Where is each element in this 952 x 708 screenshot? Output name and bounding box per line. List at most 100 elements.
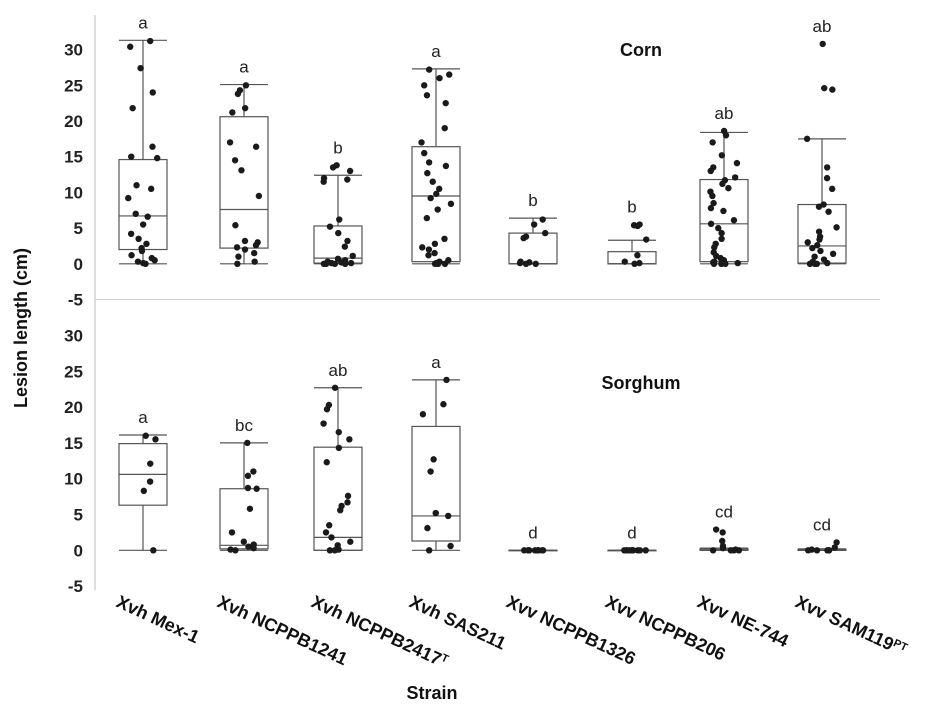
- data-point: [825, 208, 832, 215]
- data-point: [815, 228, 823, 235]
- data-point: [234, 90, 242, 98]
- box-iqr: [699, 178, 749, 263]
- box-group: bc: [219, 416, 269, 554]
- significance-letter: bc: [235, 416, 253, 435]
- data-point: [146, 478, 154, 485]
- y-tick-label: 10: [64, 183, 83, 202]
- y-tick-label: 30: [64, 41, 83, 60]
- data-point: [331, 384, 339, 391]
- y-tick-label: 15: [64, 148, 83, 167]
- box-group: a: [118, 408, 168, 554]
- data-point: [238, 167, 245, 174]
- data-point: [418, 139, 425, 146]
- box-group: b: [508, 191, 558, 267]
- data-point: [133, 182, 140, 189]
- significance-letter: a: [431, 353, 441, 372]
- data-point: [804, 547, 812, 554]
- data-point: [636, 259, 643, 267]
- data-point: [425, 66, 433, 73]
- data-point: [241, 237, 249, 245]
- data-point: [140, 487, 148, 495]
- x-axis-title: Strain: [406, 683, 457, 703]
- significance-letter: ab: [329, 361, 348, 380]
- data-point: [150, 547, 157, 554]
- significance-letter: cd: [813, 515, 831, 534]
- data-point: [320, 178, 327, 185]
- data-point: [127, 43, 134, 50]
- data-point: [825, 547, 833, 554]
- data-point: [153, 154, 161, 162]
- data-point: [125, 194, 132, 202]
- data-point: [342, 260, 349, 267]
- data-point: [727, 547, 735, 554]
- data-point: [436, 74, 443, 82]
- data-point: [344, 492, 352, 500]
- data-point: [815, 203, 823, 210]
- data-point: [436, 185, 443, 193]
- significance-letter: b: [333, 138, 342, 157]
- data-point: [127, 230, 135, 238]
- data-point: [151, 257, 158, 264]
- data-point: [709, 139, 716, 146]
- data-point: [129, 104, 136, 112]
- data-point: [710, 260, 718, 267]
- data-point: [445, 512, 452, 520]
- data-point: [323, 406, 331, 413]
- box-iqr: [118, 158, 168, 251]
- data-point: [634, 252, 641, 259]
- data-point: [251, 258, 258, 265]
- data-point: [719, 544, 727, 552]
- y-tick-label: 20: [64, 398, 83, 417]
- data-point: [730, 217, 738, 224]
- data-point: [711, 244, 718, 251]
- x-category-label: Xvv SAM119PT: [792, 591, 910, 660]
- y-tick-label: 20: [64, 112, 83, 131]
- data-point: [432, 509, 439, 517]
- data-point: [431, 249, 438, 257]
- data-point: [419, 244, 426, 251]
- data-point: [329, 164, 337, 171]
- x-category-superscript: T: [439, 652, 450, 666]
- data-point: [804, 239, 811, 246]
- data-point: [520, 234, 527, 242]
- significance-letter: a: [431, 42, 441, 61]
- data-point: [244, 472, 252, 480]
- box-iqr: [508, 232, 558, 265]
- box-group: b: [313, 138, 363, 267]
- significance-letter: a: [138, 13, 148, 32]
- data-point: [346, 436, 353, 443]
- data-point: [344, 237, 351, 245]
- data-point: [245, 543, 252, 550]
- y-axis-title: Lesion length (cm): [11, 248, 31, 408]
- data-point: [142, 432, 149, 439]
- data-point: [235, 253, 242, 260]
- data-point: [731, 174, 739, 181]
- data-point: [241, 104, 249, 112]
- data-point: [816, 236, 823, 243]
- data-point: [427, 194, 434, 202]
- box-iqr: [219, 116, 269, 249]
- data-point: [323, 459, 330, 466]
- data-point: [344, 499, 351, 506]
- data-point: [803, 135, 811, 143]
- data-point: [430, 456, 437, 463]
- data-point: [829, 86, 836, 93]
- data-point: [720, 207, 727, 215]
- data-point: [231, 157, 239, 164]
- data-point: [709, 547, 717, 554]
- data-point: [344, 176, 351, 183]
- box-group: ab: [699, 104, 749, 267]
- data-point: [142, 260, 149, 267]
- data-point: [424, 524, 431, 532]
- data-point: [823, 164, 831, 171]
- data-point: [442, 162, 450, 170]
- data-point: [441, 260, 449, 267]
- data-point: [424, 169, 431, 177]
- data-point: [252, 143, 260, 150]
- data-point: [139, 221, 147, 228]
- panel-title: Corn: [620, 40, 662, 60]
- data-point: [427, 468, 434, 475]
- panel-title: Sorghum: [602, 373, 681, 393]
- panel-sorghum: Sorghum a bc ab a d d cd cd: [118, 353, 847, 554]
